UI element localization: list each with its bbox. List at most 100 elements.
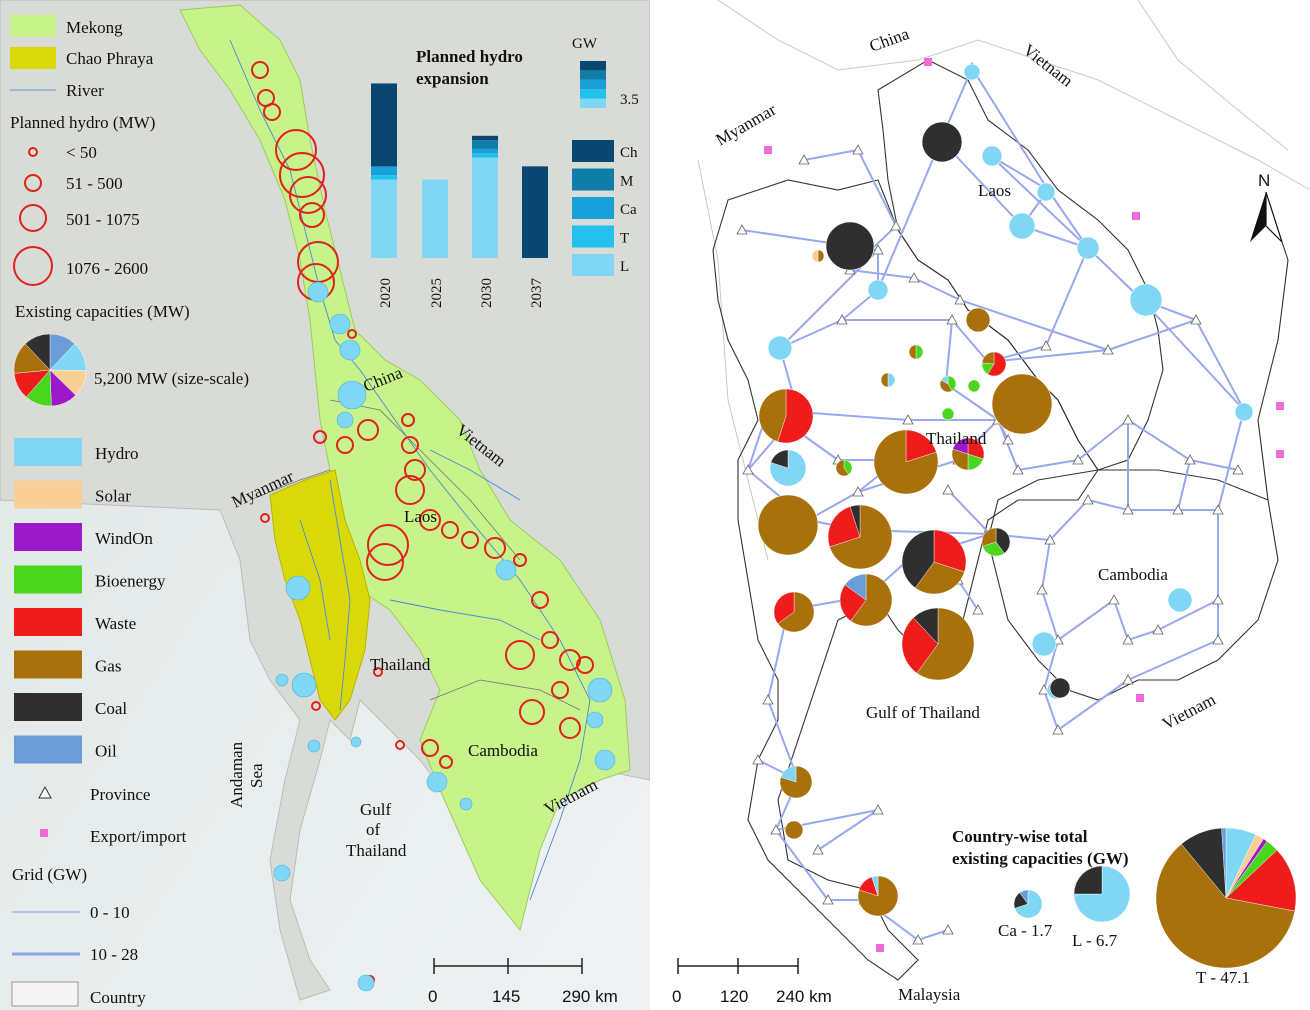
grid-line xyxy=(1045,247,1089,347)
north-arrow-icon: N xyxy=(1250,171,1283,243)
export-import-markers xyxy=(764,58,1284,952)
grid-line xyxy=(1127,629,1159,641)
legend-existing-size-pie xyxy=(13,333,87,407)
grid-line xyxy=(1113,599,1129,641)
pie-slice-hydro xyxy=(1014,889,1043,919)
unit-stack-segment xyxy=(580,79,606,90)
pie-slice-hydro xyxy=(1129,283,1163,317)
capacity-pie-15 xyxy=(981,351,1007,377)
capacity-pie-29 xyxy=(901,607,975,681)
left-legend: Mekong Chao Phraya River Planned hydro (… xyxy=(10,15,249,1007)
legend-planned-size-2 xyxy=(24,174,42,192)
pie-slice-oil xyxy=(1019,889,1029,905)
capacity-pie-16 xyxy=(939,375,957,393)
grid-line xyxy=(1195,319,1245,411)
grid-line xyxy=(1107,319,1197,351)
grid-line xyxy=(775,829,829,901)
pie-slice-gas xyxy=(784,820,804,840)
grid-line xyxy=(1189,459,1239,471)
province-marker xyxy=(1212,504,1224,515)
r-label-laos: Laos xyxy=(978,181,1011,200)
grid-line xyxy=(1057,679,1129,731)
pie-slice-waste xyxy=(1225,849,1297,912)
grid-line xyxy=(877,139,942,291)
province-marker xyxy=(1122,634,1134,645)
chart-legend-label-l: L xyxy=(620,259,629,275)
province-marker xyxy=(890,220,902,231)
capacity-pie-11 xyxy=(1167,587,1193,613)
capacity-pie-33 xyxy=(857,875,899,917)
province-marker xyxy=(1122,504,1134,515)
province-marker xyxy=(852,486,864,497)
grid-line xyxy=(945,319,953,385)
province-marker xyxy=(1184,454,1196,465)
pie-slice-hydro xyxy=(940,375,949,385)
r-label-malaysia: Malaysia xyxy=(898,985,961,1004)
grid-line xyxy=(817,809,879,851)
chart-legend-swatch-l xyxy=(572,254,614,276)
pie-slice-gas xyxy=(981,527,997,547)
pie-slice-gas xyxy=(835,459,849,477)
province-marker xyxy=(872,804,884,815)
capacity-pie-3 xyxy=(1036,182,1056,202)
capacity-pie-30 xyxy=(1049,677,1071,699)
legend-existing-title: Existing capacities (MW) xyxy=(15,302,190,321)
legend-grid-label-1: 0 - 10 xyxy=(90,903,130,922)
capacity-pie-23 xyxy=(757,494,819,556)
label-laos: Laos xyxy=(404,507,437,526)
totals-label-ca: Ca - 1.7 xyxy=(998,921,1053,940)
capacity-pie-27 xyxy=(773,591,815,633)
existing-capacity-pies xyxy=(757,63,1254,917)
label-gulf-1: Gulf xyxy=(360,800,392,819)
bar-label-2037: 2037 xyxy=(529,278,545,309)
legend-swatch-coal xyxy=(14,693,82,721)
province-marker xyxy=(762,694,774,705)
province-marker xyxy=(1036,584,1048,595)
bar-2030-ch xyxy=(472,135,498,141)
capacity-pie-35 xyxy=(880,372,896,388)
pie-slice-coal xyxy=(825,221,875,271)
grid-line xyxy=(1177,459,1191,511)
province-marker xyxy=(812,844,824,855)
bar-2020-ch xyxy=(371,83,397,167)
legend-chao-phraya: Chao Phraya xyxy=(66,49,154,68)
grid-line xyxy=(1077,419,1129,461)
capacity-pie-24 xyxy=(827,504,893,570)
bar-2030-ca xyxy=(472,148,498,154)
capacity-pie-37 xyxy=(908,344,924,360)
country-totals: Country-wise total existing capacities (… xyxy=(952,827,1297,987)
pie-slice-bioenergy xyxy=(941,407,955,421)
capacity-pie-36 xyxy=(811,249,825,263)
grid-line xyxy=(1141,299,1245,411)
unit-stack-segment xyxy=(580,89,606,99)
chart-legend-label-t: T xyxy=(620,231,629,247)
pie-slice-coal xyxy=(849,504,861,538)
pie-slice-gas xyxy=(758,388,787,442)
grid-line xyxy=(1087,499,1129,511)
capacity-pie-10 xyxy=(1234,402,1254,422)
pie-slice-hydro xyxy=(1031,631,1057,657)
r-label-thailand: Thailand xyxy=(926,429,987,448)
pie-slice-gas xyxy=(817,249,825,263)
capacity-pie-20 xyxy=(951,437,985,471)
legend-label-oil: Oil xyxy=(95,742,117,761)
pie-slice-gas xyxy=(908,344,917,360)
province-marker xyxy=(1072,454,1084,465)
province-marker xyxy=(1122,674,1134,685)
province-marker xyxy=(736,224,748,235)
province-marker xyxy=(798,154,810,165)
pie-slice-gas xyxy=(1155,843,1295,969)
label-thailand: Thailand xyxy=(370,655,431,674)
pie-slice-windon xyxy=(952,437,969,455)
province-marker xyxy=(1122,414,1134,425)
capacity-pie-28 xyxy=(839,573,893,627)
planned-hydro-map-panel: China Vietnam Myanmar Laos Thailand Camb… xyxy=(0,0,650,1010)
country-borders xyxy=(249,399,581,711)
totals-pies xyxy=(1013,827,1297,969)
pie-slice-coal xyxy=(770,449,789,469)
grid-line xyxy=(951,319,989,363)
north-label: N xyxy=(1258,171,1270,190)
capacity-pie-6 xyxy=(1129,283,1163,317)
legend-planned-label-3: 501 - 1075 xyxy=(66,210,140,229)
grid-line xyxy=(913,277,961,301)
